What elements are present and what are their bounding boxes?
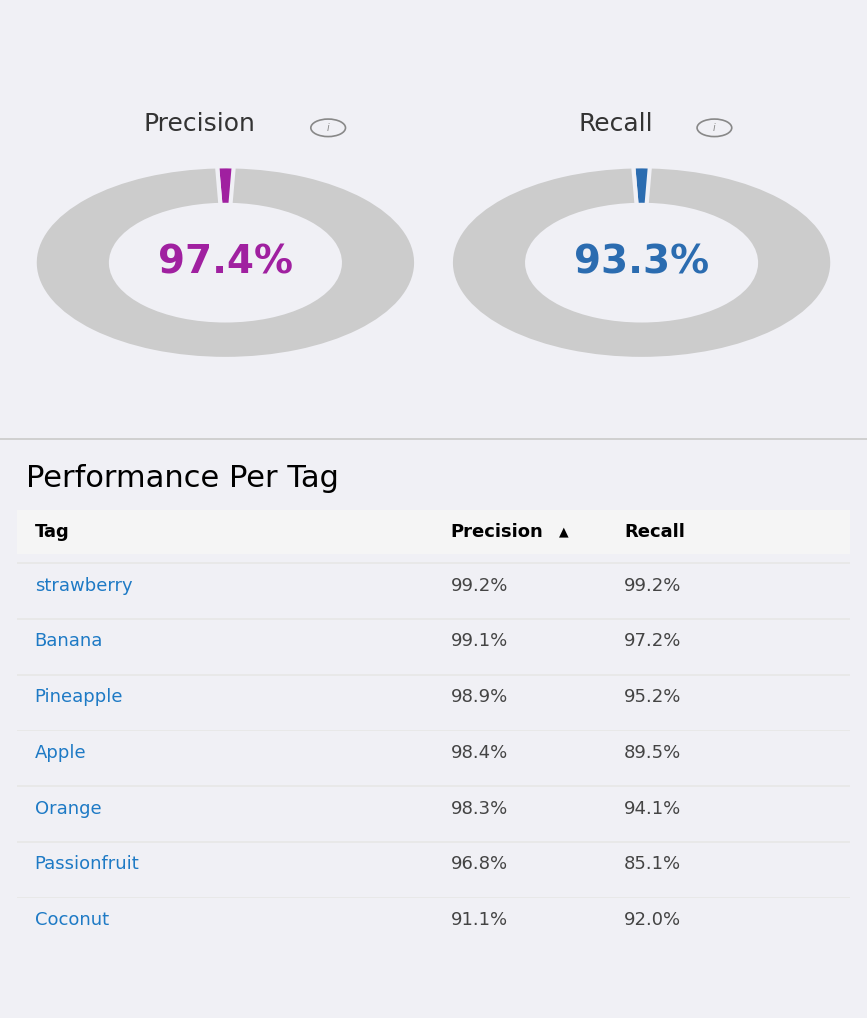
Text: Tag: Tag	[35, 523, 69, 541]
Text: Banana: Banana	[35, 632, 103, 651]
Bar	[17, 563, 850, 564]
Text: Pineapple: Pineapple	[35, 688, 123, 706]
Text: Recall: Recall	[578, 112, 653, 135]
Bar	[17, 510, 850, 554]
Text: i: i	[713, 123, 716, 132]
Text: Apple: Apple	[35, 744, 87, 761]
Text: 91.1%: 91.1%	[451, 911, 508, 929]
Text: 98.9%: 98.9%	[451, 688, 508, 706]
Text: 98.4%: 98.4%	[451, 744, 508, 761]
Bar	[17, 841, 850, 843]
Text: Orange: Orange	[35, 799, 101, 817]
Text: 98.3%: 98.3%	[451, 799, 508, 817]
Text: Precision: Precision	[143, 112, 256, 135]
Text: Passionfruit: Passionfruit	[35, 855, 140, 873]
Text: Coconut: Coconut	[35, 911, 108, 929]
Text: Recall: Recall	[624, 523, 685, 541]
Bar	[17, 618, 850, 620]
Text: 99.2%: 99.2%	[624, 577, 681, 595]
Text: Precision: Precision	[451, 523, 544, 541]
Wedge shape	[35, 166, 416, 359]
Text: i: i	[327, 123, 329, 132]
Text: 92.0%: 92.0%	[624, 911, 681, 929]
Text: 96.8%: 96.8%	[451, 855, 508, 873]
Text: 97.4%: 97.4%	[158, 243, 293, 282]
Wedge shape	[35, 166, 416, 359]
Bar	[0, 438, 867, 440]
Bar	[17, 897, 850, 899]
Text: 99.2%: 99.2%	[451, 577, 508, 595]
Text: strawberry: strawberry	[35, 577, 133, 595]
Bar	[17, 674, 850, 676]
Text: 93.3%: 93.3%	[574, 243, 709, 282]
Text: 85.1%: 85.1%	[624, 855, 681, 873]
Text: 89.5%: 89.5%	[624, 744, 681, 761]
Text: ▲: ▲	[559, 525, 569, 539]
Bar	[17, 730, 850, 731]
Text: 97.2%: 97.2%	[624, 632, 681, 651]
Bar	[17, 785, 850, 787]
Text: 94.1%: 94.1%	[624, 799, 681, 817]
Wedge shape	[451, 166, 832, 359]
Text: Performance Per Tag: Performance Per Tag	[26, 464, 339, 493]
Text: 99.1%: 99.1%	[451, 632, 508, 651]
Wedge shape	[451, 166, 832, 359]
Text: 95.2%: 95.2%	[624, 688, 681, 706]
